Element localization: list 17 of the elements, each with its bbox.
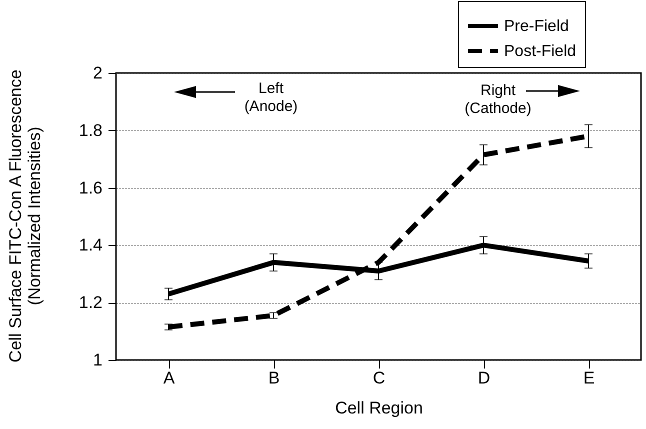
annotation: Left (Anode) (244, 80, 298, 115)
y-tick-label: 1.2 (78, 293, 102, 312)
annotation: Right (Cathode) (464, 82, 532, 117)
y-tick-label: 1.8 (78, 120, 102, 140)
x-axis-title: Cell Region (335, 398, 423, 418)
y-tick-label: 1.6 (78, 178, 102, 198)
x-tick-label: B (268, 368, 280, 388)
y-tick-label: 1 (93, 350, 102, 370)
legend-label: Pre-Field (504, 18, 569, 35)
x-tick-label: A (163, 368, 176, 388)
x-tick-label: C (372, 368, 386, 388)
y-tick-label: 2 (93, 64, 102, 82)
y-axis-title: Cell Surface FITC-Con A Fluorescence (Normalized Intensities) (6, 70, 44, 362)
legend-label: Post-Field (504, 43, 576, 60)
x-tick-label: E (583, 368, 595, 388)
y-tick-label: 1.4 (78, 236, 102, 255)
x-tick-label: D (478, 368, 490, 388)
